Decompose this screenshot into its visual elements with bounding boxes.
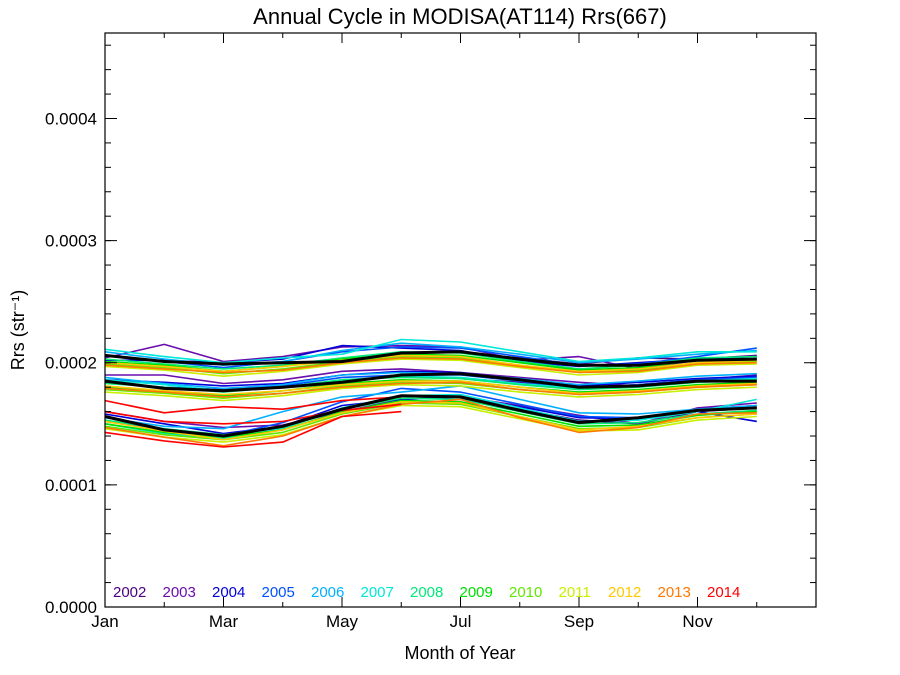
series-line-2004-median (104, 370, 757, 387)
series-line-2012-p90 (104, 354, 757, 373)
series-line-climatology-p90 (104, 350, 757, 367)
legend-entry-2006: 2006 (311, 584, 344, 601)
series-line-2014-p10 (104, 410, 402, 448)
series-line-2013-median (104, 381, 757, 398)
legend-entry-2004: 2004 (212, 584, 245, 601)
legend-entry-2002: 2002 (113, 584, 146, 601)
series-line-2011-p10 (104, 404, 757, 443)
plot-frame (104, 32, 817, 608)
legend-entry-2007: 2007 (361, 584, 394, 601)
x-axis-label: Month of Year (404, 643, 515, 663)
series-line-2012-median (104, 380, 757, 396)
y-tick-label: 0.0004 (45, 109, 97, 128)
x-tick-label: Nov (682, 612, 713, 631)
series-line-2014-p90 (104, 396, 402, 414)
series-layer (104, 338, 757, 448)
y-axis-ticks: 0.0000 0.0001 0.0002 0.0003 0.0004 (45, 44, 816, 617)
x-axis-ticks: Jan Mar May Jul Sep Nov (91, 33, 817, 631)
y-tick-label: 0.0003 (45, 232, 97, 251)
chart-title: Annual Cycle in MODISA(AT114) Rrs(667) (253, 4, 667, 29)
series-line-2011-median (104, 383, 757, 402)
legend: 2002 2003 2004 2005 2006 2007 2008 2009 2010 2011… (113, 584, 740, 601)
climatology-layer (104, 350, 757, 438)
series-line-2013-p10 (104, 398, 757, 447)
series-line-2011-p90 (104, 358, 757, 377)
x-tick-label: Mar (209, 612, 239, 631)
x-tick-label: Jul (450, 612, 472, 631)
legend-entry-2009: 2009 (460, 584, 493, 601)
series-line-climatology-p10 (104, 394, 757, 438)
series-line-climatology-median (104, 372, 757, 393)
x-tick-label: Jan (91, 612, 118, 631)
x-tick-label: Sep (564, 612, 594, 631)
series-line-2006-p10 (104, 385, 757, 430)
legend-entry-2005: 2005 (262, 584, 295, 601)
series-line-2014-median (104, 403, 402, 425)
legend-entry-2011: 2011 (559, 584, 591, 601)
y-axis-label: Rrs (str⁻¹) (8, 290, 28, 370)
legend-entry-2010: 2010 (509, 584, 542, 601)
legend-entry-2014: 2014 (707, 584, 740, 601)
y-tick-label: 0.0002 (45, 354, 97, 373)
legend-entry-2013: 2013 (658, 584, 691, 601)
series-line-2007-p90 (104, 338, 757, 364)
legend-entry-2003: 2003 (163, 584, 196, 601)
legend-entry-2012: 2012 (608, 584, 641, 601)
series-line-2013-p90 (104, 357, 757, 374)
y-tick-label: 0.0000 (45, 598, 97, 617)
y-tick-label: 0.0001 (45, 476, 97, 495)
x-tick-label: May (326, 612, 359, 631)
legend-entry-2008: 2008 (410, 584, 443, 601)
series-line-2005-p90 (104, 346, 757, 369)
